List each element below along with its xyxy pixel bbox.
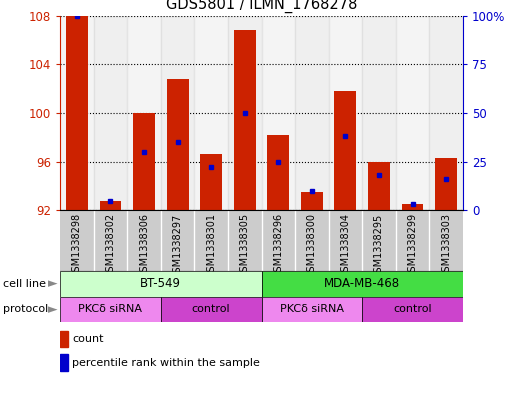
Text: control: control [393, 305, 432, 314]
FancyBboxPatch shape [362, 297, 463, 322]
Bar [301, 192, 323, 210]
Bar [262, 16, 295, 210]
Bar [328, 16, 362, 210]
Bar [429, 16, 463, 210]
Text: MDA-MB-468: MDA-MB-468 [324, 277, 400, 290]
Bar [99, 200, 121, 210]
Bar [335, 91, 356, 210]
FancyBboxPatch shape [262, 271, 463, 297]
Text: GSM1338304: GSM1338304 [340, 213, 350, 278]
Bar [396, 16, 429, 210]
Text: GSM1338295: GSM1338295 [374, 213, 384, 279]
Bar [234, 30, 256, 210]
Text: GSM1338302: GSM1338302 [106, 213, 116, 278]
Bar [66, 16, 88, 210]
Bar [195, 210, 228, 271]
Bar [362, 210, 396, 271]
Bar [161, 210, 195, 271]
Text: ►: ► [48, 303, 57, 316]
FancyBboxPatch shape [161, 297, 262, 322]
Bar [362, 16, 396, 210]
Bar [127, 16, 161, 210]
Bar [435, 158, 457, 210]
Text: GSM1338297: GSM1338297 [173, 213, 183, 279]
Text: PKCδ siRNA: PKCδ siRNA [78, 305, 142, 314]
Bar [60, 331, 68, 347]
Bar [133, 113, 155, 210]
Text: BT-549: BT-549 [140, 277, 181, 290]
Bar [200, 154, 222, 210]
Bar [228, 16, 262, 210]
FancyBboxPatch shape [60, 271, 262, 297]
Text: PKCδ siRNA: PKCδ siRNA [280, 305, 344, 314]
Bar [60, 16, 94, 210]
Text: cell line: cell line [3, 279, 46, 289]
Bar [295, 210, 328, 271]
FancyBboxPatch shape [60, 297, 161, 322]
FancyBboxPatch shape [262, 297, 362, 322]
Bar [402, 204, 424, 210]
Bar [328, 210, 362, 271]
Bar [195, 16, 228, 210]
Bar [368, 162, 390, 210]
Text: GSM1338299: GSM1338299 [407, 213, 417, 278]
Text: ►: ► [48, 277, 57, 290]
Bar [262, 210, 295, 271]
Text: GSM1338296: GSM1338296 [274, 213, 283, 278]
Bar [267, 135, 289, 210]
Bar [228, 210, 262, 271]
Text: protocol: protocol [3, 305, 48, 314]
Bar [94, 16, 127, 210]
Bar [396, 210, 429, 271]
Bar [429, 210, 463, 271]
Bar [60, 210, 94, 271]
Text: GSM1338298: GSM1338298 [72, 213, 82, 278]
Bar [60, 354, 68, 371]
Text: GSM1338305: GSM1338305 [240, 213, 249, 278]
Title: GDS5801 / ILMN_1768278: GDS5801 / ILMN_1768278 [166, 0, 357, 13]
Text: GSM1338301: GSM1338301 [206, 213, 216, 278]
Bar [127, 210, 161, 271]
Bar [295, 16, 328, 210]
Text: GSM1338303: GSM1338303 [441, 213, 451, 278]
Text: GSM1338300: GSM1338300 [307, 213, 317, 278]
Text: GSM1338306: GSM1338306 [139, 213, 149, 278]
Bar [167, 79, 188, 210]
Bar [94, 210, 127, 271]
Text: count: count [72, 334, 104, 344]
Text: control: control [192, 305, 231, 314]
Text: percentile rank within the sample: percentile rank within the sample [72, 358, 260, 368]
Bar [161, 16, 195, 210]
